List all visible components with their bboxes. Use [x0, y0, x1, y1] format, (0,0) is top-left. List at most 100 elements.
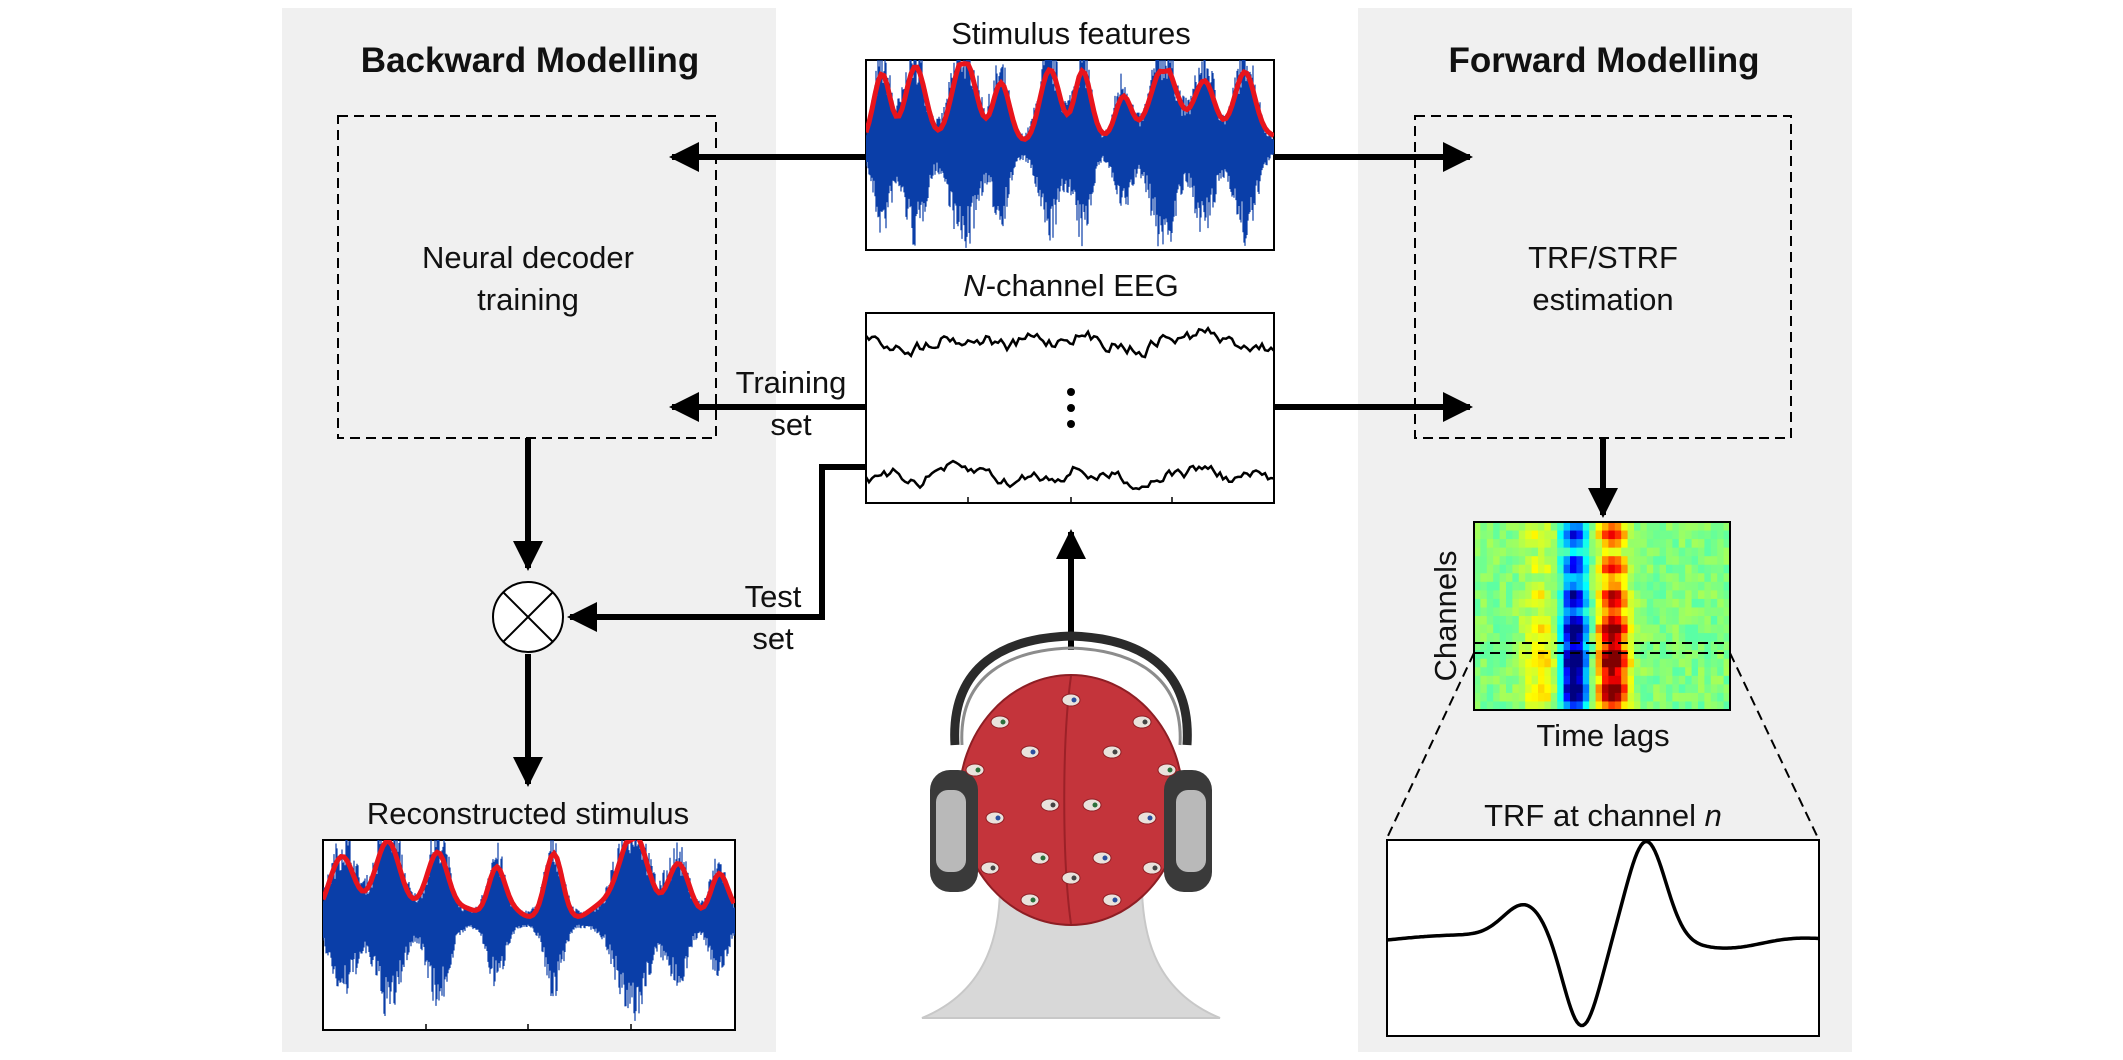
heatmap-cell: [1550, 650, 1558, 660]
trf-title: TRF at channel n: [1484, 798, 1722, 833]
heatmap-cell: [1512, 667, 1520, 677]
heatmap-cell: [1653, 607, 1661, 617]
heatmap-cell: [1518, 522, 1526, 532]
electrode: [1132, 715, 1152, 729]
heatmap-cell: [1710, 522, 1718, 532]
heatmap-cell: [1582, 667, 1590, 677]
heatmap-cell: [1480, 556, 1488, 566]
heatmap-cell: [1512, 684, 1520, 694]
heatmap-cell: [1531, 667, 1539, 677]
heatmap-cell: [1563, 641, 1571, 651]
heatmap-cell: [1621, 556, 1629, 566]
heatmap-cell: [1698, 564, 1705, 574]
heatmap-cell: [1582, 633, 1590, 643]
heatmap-cell: [1698, 667, 1705, 677]
electrode-dot: [1071, 697, 1077, 703]
heatmap-cell: [1550, 564, 1558, 574]
heatmap-cell: [1570, 564, 1577, 574]
heatmap-cell: [1621, 658, 1629, 668]
heatmap-cell: [1698, 650, 1705, 660]
heatmap-cell: [1621, 581, 1629, 591]
heatmap-cell: [1576, 633, 1584, 643]
heatmap-cell: [1634, 564, 1641, 574]
heatmap-cell: [1512, 581, 1520, 591]
heatmap-cell: [1666, 581, 1673, 591]
heatmap-cell: [1627, 624, 1635, 634]
heatmap-cell: [1627, 573, 1635, 583]
heatmap-cell: [1538, 564, 1545, 574]
heatmap-cell: [1506, 607, 1513, 617]
heatmap-cell: [1653, 675, 1661, 685]
heatmap-cell: [1710, 692, 1718, 703]
heatmap-cell: [1525, 581, 1533, 591]
heatmap-cell: [1659, 590, 1667, 600]
heatmap-cell: [1608, 692, 1616, 703]
heatmap-cell: [1672, 598, 1680, 609]
heatmap-cell: [1608, 641, 1616, 651]
heatmap-cell: [1659, 522, 1667, 532]
heatmap-cell: [1640, 684, 1648, 694]
heatmap-cell: [1710, 667, 1718, 677]
heatmap-cell: [1518, 547, 1526, 557]
heatmap-cell: [1691, 667, 1699, 677]
heatmap-cell: [1582, 556, 1590, 566]
heatmap-cell: [1672, 556, 1680, 566]
heatmap-cell: [1678, 539, 1686, 549]
heatmap-cell: [1538, 692, 1545, 703]
heatmap-cell: [1525, 667, 1533, 677]
heatmap-cell: [1602, 701, 1609, 710]
heatmap-cell: [1595, 547, 1603, 557]
heatmap-cell: [1550, 581, 1558, 591]
heatmap-cell: [1512, 530, 1520, 540]
heatmap-cell: [1672, 547, 1680, 557]
heatmap-cell: [1710, 641, 1718, 651]
heatmap-cell: [1480, 539, 1488, 549]
heatmap-cell: [1563, 692, 1571, 703]
reconstructed-tick: [425, 1024, 632, 1030]
heatmap-cell: [1576, 701, 1584, 710]
heatmap-cell: [1614, 675, 1622, 685]
heatmap-cell: [1512, 598, 1520, 609]
heatmap-cell: [1659, 539, 1667, 549]
heatmap-cell: [1717, 607, 1725, 617]
heatmap-cell: [1480, 530, 1488, 540]
heatmap-cell: [1634, 590, 1641, 600]
heatmap-cell: [1544, 539, 1552, 549]
heatmap-cell: [1525, 684, 1533, 694]
heatmap-cell: [1666, 556, 1673, 566]
electrode: [1102, 745, 1122, 759]
heatmap-cell: [1704, 598, 1712, 609]
heatmap-cell: [1493, 701, 1501, 710]
heatmap-cell: [1608, 616, 1616, 626]
heatmap-cell: [1544, 590, 1552, 600]
heatmap-cell: [1506, 530, 1513, 540]
heatmap-cell: [1685, 658, 1693, 668]
trf-title-prefix: TRF at channel: [1484, 798, 1705, 833]
heatmap-cell: [1595, 675, 1603, 685]
heatmap-cell: [1691, 607, 1699, 617]
heatmap-cell: [1570, 633, 1577, 643]
heatmap-cell: [1640, 692, 1648, 703]
heatmap-cell: [1678, 692, 1686, 703]
heatmap-cell: [1506, 522, 1513, 532]
heatmap-cell: [1550, 598, 1558, 609]
heatmap-cell: [1525, 616, 1533, 626]
heatmap-cell: [1493, 667, 1501, 677]
heatmap-cell: [1531, 573, 1539, 583]
heatmap-cell: [1678, 675, 1686, 685]
heatmap-cell: [1640, 556, 1648, 566]
heatmap-cell: [1614, 692, 1622, 703]
heatmap-cell: [1538, 573, 1545, 583]
reconstructed-envelope: [323, 840, 735, 919]
heatmap-cell: [1589, 692, 1597, 703]
heatmap-cell: [1525, 658, 1533, 668]
heatmap-cell: [1621, 650, 1629, 660]
heatmap-cell: [1646, 607, 1654, 617]
heatmap-cell: [1506, 641, 1513, 651]
heatmap-cell: [1672, 650, 1680, 660]
heatmap-cell: [1474, 633, 1481, 643]
heatmap-cell: [1640, 581, 1648, 591]
heatmap-cell: [1666, 564, 1673, 574]
heatmap-cell: [1589, 667, 1597, 677]
heatmap-cell: [1627, 556, 1635, 566]
